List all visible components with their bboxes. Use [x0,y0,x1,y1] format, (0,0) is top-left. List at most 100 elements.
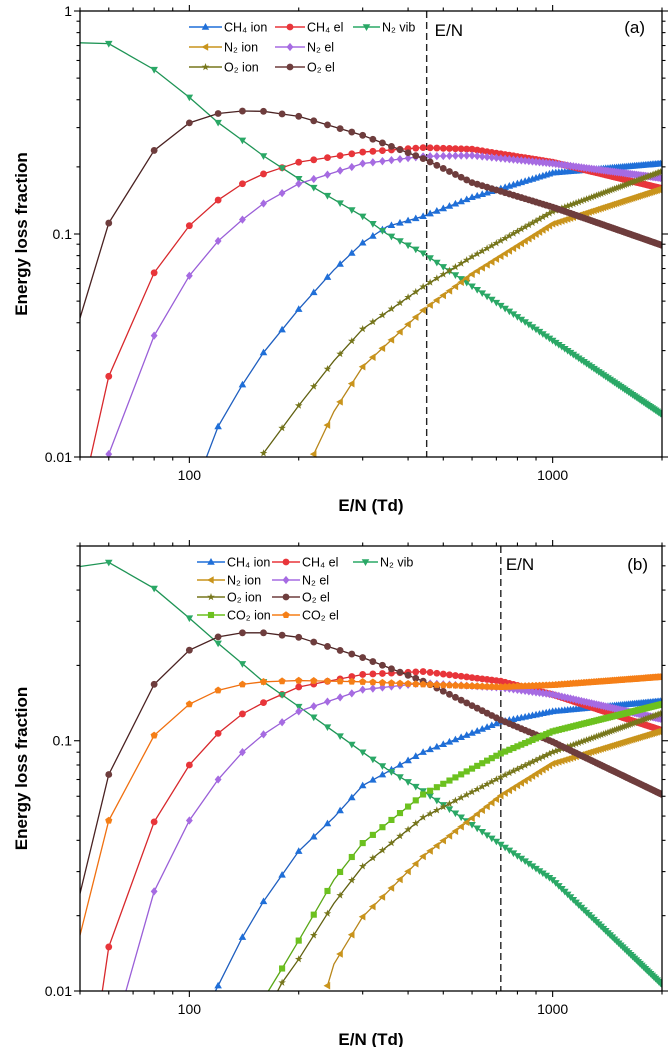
data-point [614,724,623,732]
data-point [336,398,343,406]
data-point [463,768,470,775]
data-point [336,677,344,685]
data-point [359,131,367,139]
series-co-el [80,673,662,936]
data-point [404,149,412,157]
data-point [478,290,487,298]
data-point [451,272,460,279]
data-point [278,677,286,685]
data-point [426,680,434,688]
data-point [433,784,440,791]
data-point [457,681,465,689]
data-point [658,186,662,191]
data-point [483,802,490,811]
data-point [387,336,395,344]
data-point [347,930,355,939]
data-point [387,221,396,228]
data-point [378,846,387,854]
data-point [528,324,537,331]
data-point [506,746,513,753]
data-point [621,722,629,730]
series-line [90,146,662,458]
data-point [658,791,662,798]
data-point [348,673,356,681]
data-point [278,110,286,118]
data-point [427,787,434,794]
data-point [336,693,344,702]
data-point [379,147,386,155]
data-point [309,931,318,939]
data-point [150,887,158,896]
data-point [379,661,386,669]
series-ch-ion [214,697,662,992]
data-point [388,816,395,823]
data-point [617,723,625,732]
data-point [368,902,376,911]
data-point [478,806,485,815]
data-point [542,751,550,759]
data-point [324,887,331,895]
data-point [566,201,575,209]
data-point [542,872,550,880]
data-point [463,176,471,184]
data-point [104,559,113,567]
data-point [451,810,460,818]
data-point [259,348,268,356]
data-point [445,266,454,274]
plot-frame [79,545,663,992]
data-point [513,765,522,773]
data-point [433,797,441,805]
data-point [309,832,318,840]
data-point [452,145,459,153]
data-point [619,723,627,731]
data-point [310,117,318,125]
data-point [396,328,403,336]
data-point [478,247,486,255]
data-point [634,176,642,184]
series-line [205,162,662,458]
data-point [238,137,247,145]
data-point [572,739,580,748]
data-point [509,850,518,858]
data-point [439,740,448,748]
data-point [348,650,356,658]
legend-marker-icon [207,611,215,619]
panel-label: (a) [624,18,645,37]
data-point [563,202,572,210]
data-point [426,278,434,286]
data-point [457,793,465,801]
data-point [597,189,605,197]
data-point [463,145,471,153]
data-point [294,847,303,854]
data-point [532,756,540,764]
data-point [473,286,481,294]
data-point [497,750,504,757]
data-point [259,153,268,160]
data-point [359,685,367,694]
data-point [623,180,631,188]
data-point [323,273,332,280]
legend-label: O₂ ion [224,61,259,75]
data-point [529,736,536,744]
data-point [336,806,344,814]
data-point [309,450,317,458]
data-point [478,782,486,790]
data-point [517,763,526,771]
data-point [324,642,331,650]
data-point [608,185,617,193]
legend-label: N₂ ion [227,574,261,588]
data-point [501,305,509,313]
data-point [497,773,505,781]
data-point [359,654,367,661]
data-point [630,177,639,185]
plot-frame [79,10,663,458]
data-point [445,287,453,295]
data-point [185,94,194,102]
data-point [468,270,475,279]
data-point [483,723,491,730]
data-point [658,159,662,167]
data-point [626,720,635,728]
data-point [509,229,518,237]
data-point [473,682,481,690]
legend-marker-icon [207,576,214,584]
